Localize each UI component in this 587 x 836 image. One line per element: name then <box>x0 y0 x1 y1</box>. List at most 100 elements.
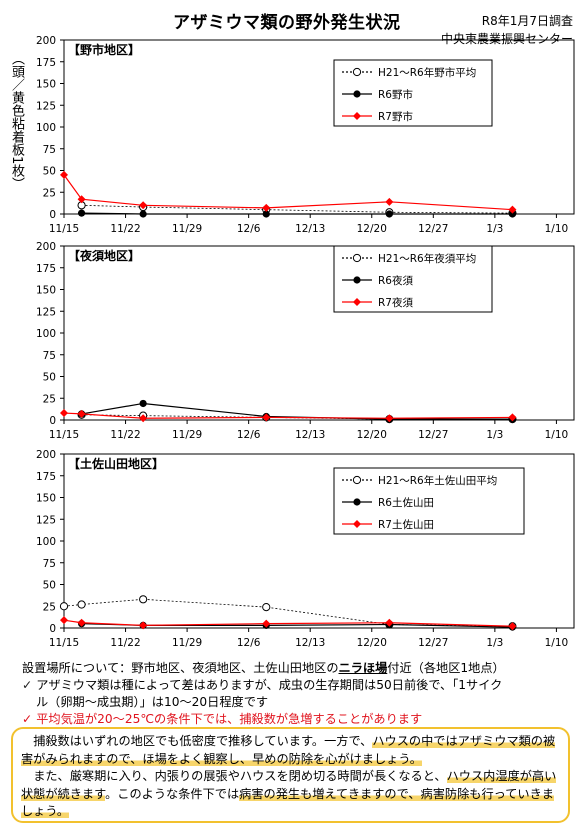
y-tick-label: 0 <box>49 623 56 635</box>
panel-label: 【土佐山田地区】 <box>68 456 164 471</box>
y-tick-label: 50 <box>43 372 56 384</box>
y-tick-label: 150 <box>36 285 56 297</box>
data-point <box>60 616 68 625</box>
x-tick-label: 12/13 <box>295 637 325 649</box>
data-point <box>139 201 148 210</box>
y-tick-label: 50 <box>43 580 56 592</box>
legend-label: R6土佐山田 <box>378 496 434 509</box>
y-tick-label: 50 <box>43 166 56 178</box>
y-tick-label: 200 <box>36 35 56 47</box>
advice-box: 捕殺数はいずれの地区でも低密度で推移しています。一方で、ハウスの中ではアザミウマ… <box>11 727 570 823</box>
x-tick-label: 11/22 <box>110 429 140 441</box>
data-point <box>139 399 147 408</box>
chart-tosayamada: 0 25 50 75 100 125 150 175 200 11/15 11/22 11/29 12/… <box>36 449 575 649</box>
y-tick-label: 75 <box>43 350 56 362</box>
data-point <box>77 209 86 217</box>
legend-marker <box>353 298 361 306</box>
advice-paragraph-2: また、厳寒期に入り、内張りの展張やハウスを閉め切る時間が長くなると、ハウス内湿度… <box>21 769 557 818</box>
x-tick-label: 11/29 <box>172 637 202 649</box>
data-point <box>262 203 271 212</box>
data-point <box>385 197 394 206</box>
data-point <box>77 618 86 627</box>
check-icon: ✓ <box>22 678 33 692</box>
y-tick-label: 175 <box>36 263 56 275</box>
data-point <box>77 600 86 609</box>
x-tick-label: 12/27 <box>418 637 448 649</box>
x-tick-label: 12/27 <box>418 223 448 235</box>
legend-marker <box>353 90 361 98</box>
check-icon: ✓ <box>22 712 33 726</box>
survey-date: R8年1月7日調査 <box>481 14 573 28</box>
legend-marker <box>352 67 362 77</box>
y-tick-label: 125 <box>36 306 56 318</box>
legend-label: R6野市 <box>378 88 413 101</box>
legend-box <box>333 467 525 535</box>
data-point <box>385 210 393 218</box>
x-tick-label: 12/6 <box>237 429 261 441</box>
data-point <box>508 622 517 631</box>
data-point <box>77 195 86 204</box>
x-tick-label: 12/6 <box>237 223 261 235</box>
chart-yasu: 0 25 50 75 100 125 150 175 200 11/15 11/22 11/29 12/… <box>36 241 575 441</box>
x-tick-label: 11/15 <box>49 637 79 649</box>
y-tick-label: 0 <box>49 209 56 221</box>
x-tick-label: 1/3 <box>486 637 503 649</box>
x-tick-label: 11/22 <box>110 637 140 649</box>
y-tick-label: 125 <box>36 100 56 112</box>
data-point <box>139 414 148 423</box>
y-tick-label: 0 <box>49 415 56 427</box>
y-tick-label: 200 <box>36 241 56 253</box>
y-tick-label: 75 <box>43 558 56 570</box>
panel-label: 【野市地区】 <box>68 42 140 57</box>
x-tick-label: 11/22 <box>110 223 140 235</box>
y-tick-label: 175 <box>36 471 56 483</box>
advice-paragraph-1: 捕殺数はいずれの地区でも低密度で推移しています。一方で、ハウスの中ではアザミウマ… <box>21 734 556 766</box>
legend-marker <box>352 475 362 485</box>
x-tick-label: 12/13 <box>295 223 325 235</box>
data-point <box>508 413 517 422</box>
x-tick-label: 12/20 <box>357 637 387 649</box>
data-point <box>60 170 68 179</box>
data-point <box>59 602 69 611</box>
x-tick-label: 11/29 <box>172 223 202 235</box>
y-tick-label: 200 <box>36 449 56 461</box>
data-point <box>385 618 394 627</box>
y-tick-label: 125 <box>36 514 56 526</box>
page-title: アザミウマ類の野外発生状況 <box>173 13 401 33</box>
x-tick-label: 1/10 <box>545 429 569 441</box>
data-point <box>77 409 86 418</box>
legend-marker <box>352 253 362 263</box>
series-line <box>63 174 513 211</box>
x-tick-label: 1/3 <box>486 429 503 441</box>
x-tick-label: 1/10 <box>545 223 569 235</box>
legend-marker <box>353 520 361 528</box>
legend-label: R7野市 <box>378 110 413 123</box>
x-tick-label: 1/3 <box>486 223 503 235</box>
notes: 設置場所について：野市地区、夜須地区、土佐山田地区のニラほ場付近（各地区1地点）… <box>22 660 582 728</box>
data-point <box>385 414 394 423</box>
data-point <box>60 409 68 418</box>
x-tick-label: 12/20 <box>357 429 387 441</box>
legend-marker <box>353 498 361 506</box>
y-tick-label: 150 <box>36 79 56 91</box>
legend: H21～R6年土佐山田平均 R6土佐山田 R7土佐山田 <box>333 467 525 535</box>
plot-area <box>63 245 575 421</box>
y-tick-label: 25 <box>43 187 56 199</box>
y-tick-label: 75 <box>43 144 56 156</box>
legend-label: R6夜須 <box>378 274 413 287</box>
bullet-lifecycle: ✓ アザミウマ類は種によって差はありますが、成虫の生存期間は50日前後で、「1サイ… <box>22 678 503 692</box>
x-tick-label: 11/15 <box>49 429 79 441</box>
x-tick-label: 12/13 <box>295 429 325 441</box>
placement-note: 設置場所について：野市地区、夜須地区、土佐山田地区のニラほ場付近（各地区1地点） <box>22 661 505 675</box>
y-tick-label: 100 <box>36 328 56 340</box>
y-tick-label: 100 <box>36 122 56 134</box>
data-point <box>139 595 148 604</box>
data-point <box>262 413 271 422</box>
legend-label: R7土佐山田 <box>378 518 434 531</box>
legend-label: H21～R6年夜須平均 <box>378 252 476 265</box>
data-point <box>262 210 270 218</box>
y-axis-label: （頭／黄色粘着板1枚） <box>9 52 24 191</box>
legend-label: R7夜須 <box>378 296 413 309</box>
data-point <box>262 619 271 628</box>
data-point <box>262 603 271 612</box>
